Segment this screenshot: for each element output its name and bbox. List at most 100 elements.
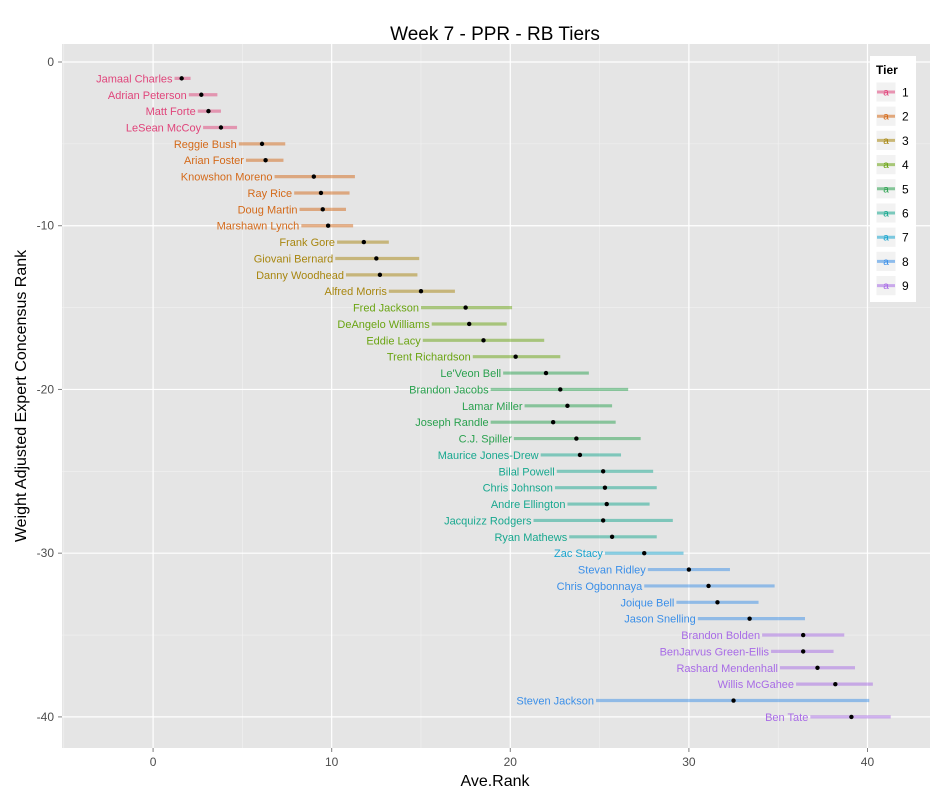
rank-point (715, 600, 720, 605)
player-label: DeAngelo Williams (337, 319, 430, 331)
rank-point (543, 370, 549, 376)
player-label: Adrian Peterson (108, 90, 187, 102)
rank-point (550, 419, 556, 425)
y-tick-label: -20 (37, 382, 55, 396)
rank-point (642, 550, 647, 556)
legend-key-glyph: a (883, 281, 889, 292)
legend-label: 4 (902, 158, 909, 172)
legend-title: Tier (876, 63, 898, 77)
rank-point (374, 256, 379, 261)
rank-point (815, 665, 820, 670)
rank-point (565, 403, 570, 409)
y-axis-title: Weight Adjusted Expert Concensus Rank (13, 249, 30, 542)
rank-point (179, 76, 184, 81)
rank-point (600, 518, 606, 523)
legend-key-glyph: a (883, 257, 889, 268)
player-label: Danny Woodhead (256, 270, 344, 282)
player-label: Knowshon Moreno (181, 172, 273, 184)
y-tick-label: -10 (37, 219, 55, 233)
rank-point (513, 354, 518, 359)
rank-point (747, 616, 752, 621)
rank-points (179, 76, 854, 720)
legend-key-glyph: a (883, 184, 889, 195)
rank-point (600, 469, 606, 474)
player-label: Alfred Morris (324, 286, 387, 298)
rank-point (731, 698, 736, 703)
x-tick-label: 20 (504, 755, 518, 769)
legend-key-glyph: a (883, 160, 889, 171)
rank-point (481, 338, 486, 343)
y-axis-ticks: 0 -10 -20 -30 -40 (37, 55, 62, 724)
rank-point (467, 321, 472, 327)
rank-point (320, 207, 325, 212)
player-label: Giovani Bernard (254, 253, 334, 265)
legend-key-glyph: a (883, 112, 889, 123)
player-label: Le'Veon Bell (440, 368, 501, 380)
player-label: Jason Snelling (624, 614, 696, 626)
rank-point (377, 272, 383, 278)
player-label: Jamaal Charles (96, 73, 173, 85)
player-label: Eddie Lacy (366, 335, 421, 347)
rank-point (574, 436, 579, 441)
grid-lines (62, 44, 930, 748)
x-tick-label: 0 (150, 755, 157, 769)
legend-label: 1 (902, 86, 909, 100)
y-tick-label: -30 (37, 546, 55, 560)
rank-point (206, 108, 211, 114)
legend-label: 7 (902, 231, 909, 245)
player-label: Joique Bell (621, 597, 675, 609)
player-label: Chris Johnson (483, 483, 553, 495)
player-label: Zac Stacy (554, 548, 603, 560)
rank-point (706, 583, 711, 589)
rank-point (833, 681, 838, 687)
rank-point (325, 223, 331, 228)
player-label: Steven Jackson (516, 696, 594, 708)
legend-key-glyph: a (883, 88, 889, 99)
rank-point (686, 567, 692, 572)
rank-point (199, 92, 204, 97)
player-label: Ben Tate (765, 712, 808, 724)
player-label: Jacquizz Rodgers (444, 515, 532, 527)
rank-point (602, 485, 608, 490)
legend-label: 2 (902, 110, 909, 124)
player-label: Chris Ogbonnaya (557, 581, 643, 593)
rank-point (418, 289, 424, 294)
legend-key-glyph: a (883, 136, 889, 147)
rank-point (361, 239, 367, 245)
player-label: Stevan Ridley (578, 565, 646, 577)
rank-point (577, 452, 583, 458)
player-label: Arian Foster (184, 155, 244, 167)
plot-panel (62, 44, 930, 748)
player-label: Fred Jackson (353, 303, 419, 315)
rank-point (558, 387, 563, 392)
player-label: Ray Rice (248, 188, 293, 200)
player-labels: Jamaal Charles Adrian Peterson Matt Forte L… (96, 73, 808, 724)
player-label: Trent Richardson (387, 352, 471, 364)
tier-legend: Tier a 1 a 2 a 3 a 4 a 5 a 6 a 7 a 8 a 9 (870, 56, 916, 302)
rank-point (609, 534, 615, 539)
x-tick-label: 40 (861, 755, 875, 769)
legend-key-glyph: a (883, 209, 889, 220)
player-label: Maurice Jones-Drew (438, 450, 539, 462)
player-label: Andre Ellington (491, 499, 566, 511)
rank-point (259, 141, 265, 147)
player-label: Lamar Miller (462, 401, 523, 413)
player-label: Doug Martin (238, 204, 298, 216)
rank-point (263, 158, 268, 163)
player-label: C.J. Spiller (459, 434, 513, 446)
rank-point (800, 649, 806, 654)
player-label: LeSean McCoy (126, 122, 202, 134)
rank-point (849, 714, 854, 720)
player-label: Matt Forte (146, 106, 196, 118)
x-axis-title: Ave.Rank (460, 773, 530, 790)
player-label: Joseph Randle (415, 417, 488, 429)
player-label: Frank Gore (279, 237, 335, 249)
rank-point (218, 125, 224, 130)
rank-point (463, 305, 468, 310)
legend-label: 6 (902, 207, 909, 221)
player-label: Brandon Jacobs (409, 384, 489, 396)
rank-point (311, 174, 317, 179)
player-label: Brandon Bolden (681, 630, 760, 642)
player-label: Rashard Mendenhall (676, 663, 778, 675)
